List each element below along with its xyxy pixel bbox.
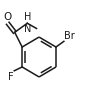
- Text: H: H: [24, 12, 31, 22]
- Text: N: N: [24, 24, 31, 34]
- Text: F: F: [8, 72, 14, 82]
- Text: O: O: [3, 12, 11, 22]
- Text: Br: Br: [64, 31, 75, 41]
